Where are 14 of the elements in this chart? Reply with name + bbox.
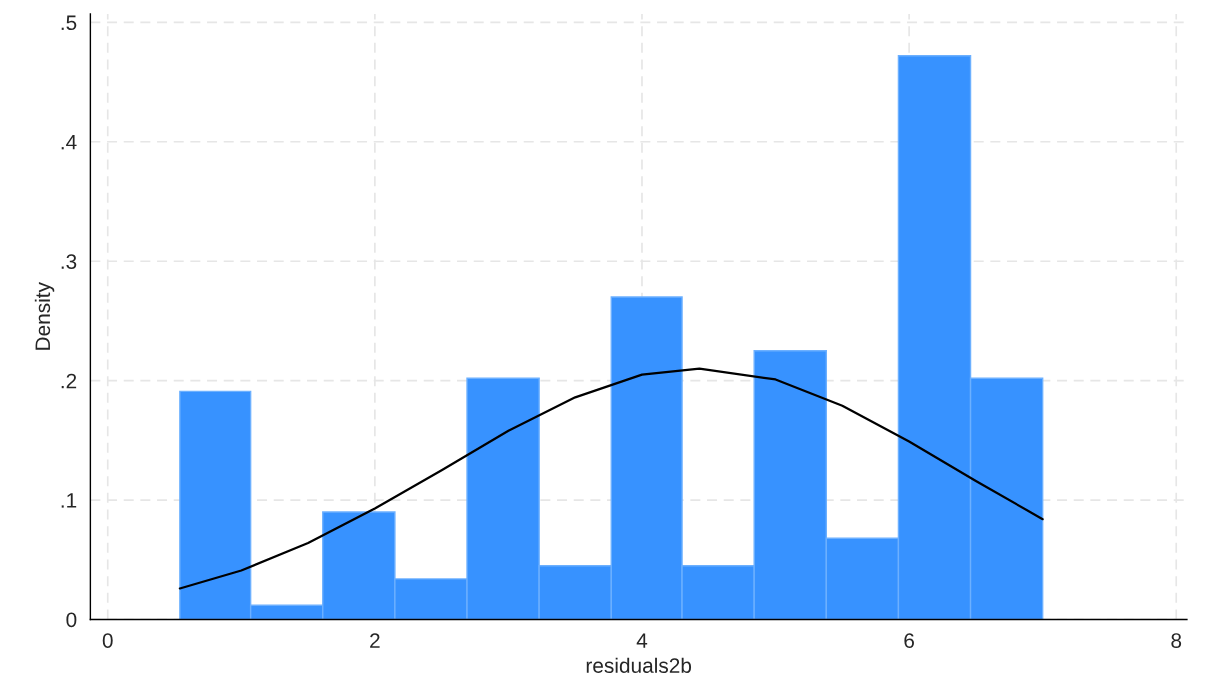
y-tick-label: .2 bbox=[61, 373, 77, 389]
line-series bbox=[178, 367, 1044, 590]
y-tick-label: .4 bbox=[61, 135, 77, 150]
x-tick-label: 8 bbox=[1171, 633, 1182, 648]
y-tick-label: .3 bbox=[61, 254, 77, 269]
y-tick-label: 0 bbox=[66, 612, 77, 628]
y-tick-label: .5 bbox=[61, 15, 77, 31]
x-tick-label: 0 bbox=[102, 633, 113, 648]
x-axis-title: residuals2b bbox=[586, 657, 692, 673]
x-tick-label: 4 bbox=[636, 633, 648, 648]
y-axis-title: Density bbox=[34, 282, 55, 350]
x-tick-label: 2 bbox=[370, 633, 380, 648]
y-tick-label: .1 bbox=[61, 493, 77, 508]
x-tick-label: 6 bbox=[904, 633, 914, 648]
